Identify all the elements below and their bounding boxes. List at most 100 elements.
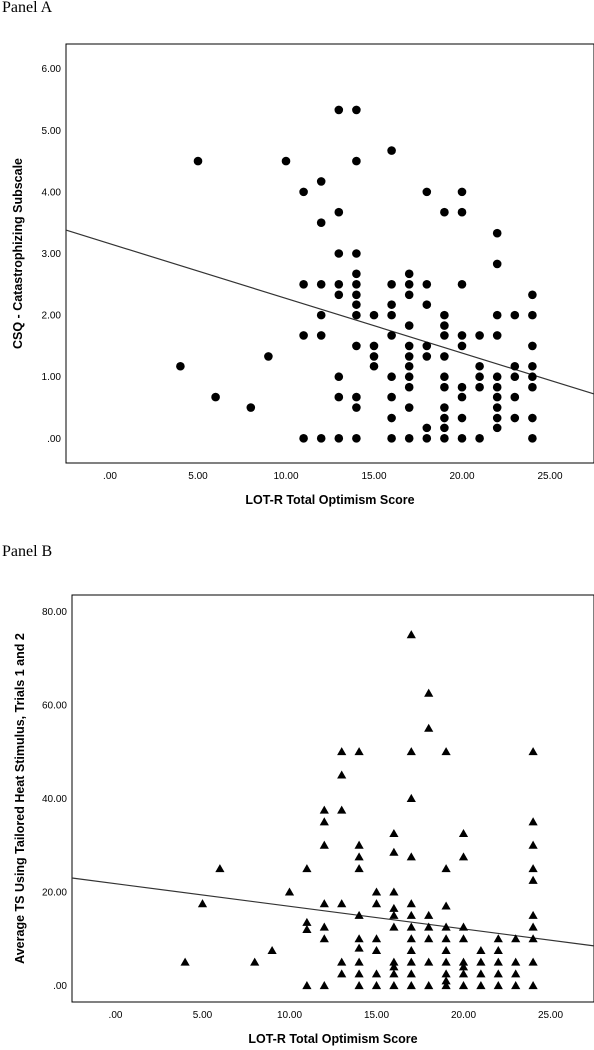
data-point	[197, 899, 208, 908]
data-point	[389, 847, 399, 856]
y-tick-label: 3.00	[42, 249, 62, 260]
data-point	[352, 392, 361, 402]
data-point	[457, 382, 467, 392]
data-point	[337, 805, 347, 814]
data-point	[371, 887, 382, 896]
data-point	[389, 969, 399, 978]
data-point	[475, 361, 484, 371]
y-tick-label: 4.00	[42, 187, 62, 198]
data-point	[389, 981, 399, 990]
data-point	[406, 945, 416, 954]
data-point	[441, 976, 451, 985]
data-point	[458, 828, 469, 838]
data-point	[440, 382, 449, 392]
data-point	[492, 259, 502, 269]
data-point	[334, 290, 344, 300]
data-point	[406, 969, 416, 978]
x-tick-label: 10.00	[277, 1010, 302, 1021]
y-tick-label: .00	[53, 981, 67, 992]
panel-b-label: Panel B	[2, 543, 53, 560]
data-point	[475, 331, 484, 340]
data-point	[424, 723, 434, 732]
data-point	[319, 805, 329, 814]
data-point	[457, 187, 467, 197]
data-point	[457, 413, 467, 423]
data-point	[302, 924, 312, 933]
data-point	[476, 945, 486, 954]
data-point	[316, 218, 326, 227]
data-point	[387, 310, 396, 320]
data-point	[424, 934, 434, 943]
data-point	[492, 310, 502, 320]
data-point	[493, 934, 503, 943]
data-point	[511, 957, 521, 966]
data-point	[284, 887, 295, 896]
data-point	[440, 331, 449, 340]
data-point	[406, 981, 416, 990]
data-point	[354, 852, 364, 861]
x-tick-label: 25.00	[537, 471, 562, 482]
data-point	[337, 899, 347, 908]
data-point	[528, 957, 538, 966]
data-point	[389, 962, 399, 971]
data-point	[302, 981, 312, 990]
data-point	[492, 392, 502, 402]
data-point	[352, 269, 361, 279]
data-point	[422, 423, 432, 433]
data-point	[319, 934, 329, 943]
data-point	[457, 434, 467, 443]
data-point	[406, 934, 416, 943]
data-point	[387, 434, 396, 443]
data-point	[493, 969, 503, 978]
x-tick-label: 20.00	[449, 471, 474, 482]
data-point	[404, 352, 414, 361]
data-point	[371, 969, 382, 978]
data-point	[528, 341, 537, 351]
x-tick-label: 5.00	[188, 471, 208, 482]
x-tick-label: 25.00	[538, 1010, 563, 1021]
data-point	[441, 864, 451, 873]
data-point	[424, 957, 434, 966]
data-point	[528, 934, 538, 943]
data-point	[406, 922, 416, 931]
data-point	[316, 177, 326, 186]
data-point	[387, 300, 396, 309]
data-point	[371, 945, 382, 954]
data-point	[406, 793, 416, 802]
data-point	[354, 981, 364, 990]
x-axis-title: LOT-R Total Optimism Score	[245, 493, 414, 507]
data-point	[458, 934, 469, 943]
data-point	[424, 981, 434, 990]
data-point	[337, 770, 347, 779]
data-point	[352, 290, 361, 300]
data-point	[458, 962, 469, 971]
data-point	[389, 828, 399, 838]
y-tick-label: 5.00	[42, 126, 62, 137]
data-point	[352, 341, 361, 351]
x-tick-label: .00	[103, 471, 117, 482]
data-point	[352, 280, 361, 289]
data-point	[493, 945, 503, 954]
data-point	[422, 341, 432, 351]
x-tick-label: 5.00	[193, 1010, 213, 1021]
data-point	[528, 981, 538, 990]
data-point	[371, 899, 382, 908]
data-point	[441, 922, 451, 931]
data-point	[528, 372, 537, 382]
data-point	[299, 187, 308, 197]
data-point	[389, 887, 399, 896]
data-point	[337, 957, 347, 966]
data-point	[440, 372, 449, 382]
data-point	[422, 187, 432, 197]
data-point	[475, 372, 484, 382]
data-point	[475, 382, 484, 392]
data-point	[404, 382, 414, 392]
data-point	[389, 957, 399, 966]
data-point	[511, 981, 521, 990]
data-point	[492, 403, 502, 412]
data-point	[387, 413, 396, 423]
data-point	[440, 403, 449, 412]
data-point	[352, 403, 361, 412]
data-point	[406, 899, 416, 908]
scatter-plot-panel-b: .00 5.00 10.00 15.00 20.00 25.00 .00 20.00 40.00…	[13, 594, 594, 1046]
